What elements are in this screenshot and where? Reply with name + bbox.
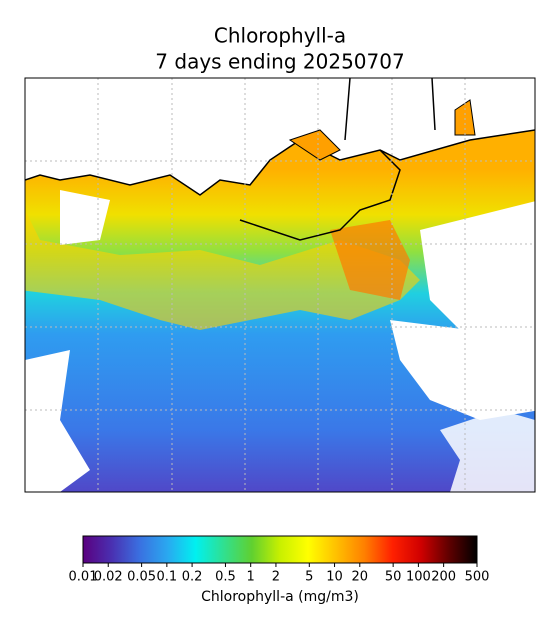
colorbar-tick-label: 0.01 xyxy=(69,570,98,585)
cloud xyxy=(440,410,535,492)
colorbar-tick-label: 20 xyxy=(352,570,369,585)
colorbar-tick-label: 0.1 xyxy=(157,570,178,585)
coastline xyxy=(25,129,535,196)
bloom-patch xyxy=(330,220,410,300)
colorbar-tick-label: 500 xyxy=(465,570,490,585)
colorbar-tick-label: 2 xyxy=(272,570,280,585)
colorbar-tick-label: 1 xyxy=(247,570,255,585)
bloom-patch xyxy=(25,210,420,330)
colorbar-tick-label: 200 xyxy=(431,570,456,585)
colorbar-tick-label: 50 xyxy=(385,570,402,585)
cloud xyxy=(25,350,90,492)
map xyxy=(25,78,535,492)
title-line: Chlorophyll-a xyxy=(214,24,346,48)
colorbar-tick-label: 100 xyxy=(406,570,431,585)
title-line: 7 days ending 20250707 xyxy=(155,50,404,74)
colorbar-tick-label: 0.02 xyxy=(94,570,123,585)
cloud xyxy=(420,201,535,340)
graticule xyxy=(25,78,535,492)
colorbar-tick-label: 5 xyxy=(305,570,313,585)
land xyxy=(25,78,535,195)
colorbar-tick-label: 0.5 xyxy=(215,570,236,585)
colorbar-tick-label: 0.2 xyxy=(182,570,203,585)
cloud xyxy=(390,320,535,420)
colorbar-tick-label: 0.05 xyxy=(127,570,156,585)
colorbar xyxy=(82,535,478,564)
border xyxy=(239,78,436,241)
colorbar-label: Chlorophyll-a (mg/m3) xyxy=(201,589,359,605)
map-frame xyxy=(24,77,536,493)
colorbar-tick-label: 10 xyxy=(326,570,343,585)
